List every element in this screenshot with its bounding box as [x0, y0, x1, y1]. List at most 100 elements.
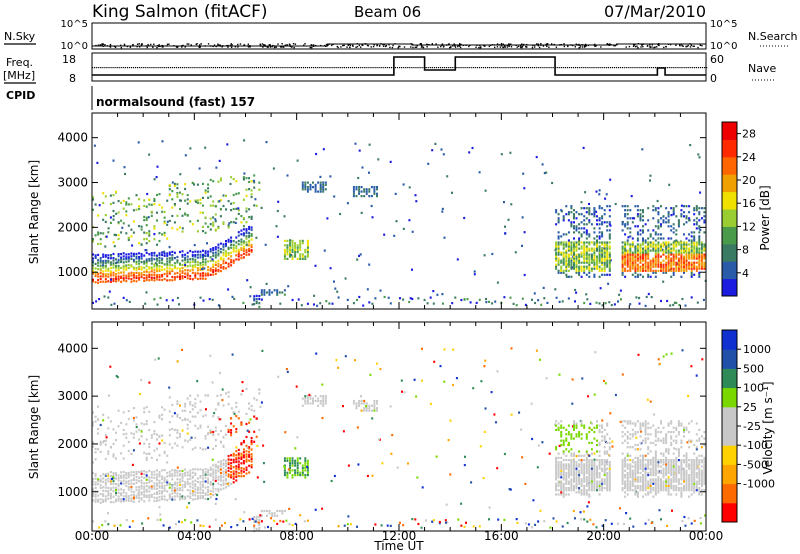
- power-cell: [636, 215, 639, 218]
- power-cell: [158, 265, 161, 268]
- velocity-cell: [256, 444, 259, 447]
- power-cell: [186, 251, 189, 254]
- power-cell: [107, 273, 110, 276]
- power-cell: [294, 253, 297, 256]
- power-cell: [685, 221, 688, 224]
- nave-point: [94, 67, 96, 69]
- power-cell: [654, 249, 657, 252]
- power-cell: [557, 237, 560, 240]
- power-cell: [92, 278, 94, 281]
- velocity-cell: [483, 365, 486, 368]
- power-cell: [122, 207, 125, 210]
- noise-point: [264, 44, 266, 46]
- power-cell: [240, 215, 243, 218]
- velocity-cell: [524, 482, 527, 485]
- velocity-cell: [283, 465, 286, 468]
- velocity-cell: [176, 413, 179, 416]
- power-cell: [670, 237, 673, 240]
- noise-point: [521, 45, 524, 48]
- nave-point: [493, 67, 495, 69]
- noise-point: [352, 45, 354, 47]
- power-cell: [158, 275, 161, 278]
- noise-point: [303, 44, 305, 46]
- power-cell: [578, 269, 581, 272]
- power-cell: [601, 233, 604, 236]
- noise-point: [114, 46, 117, 49]
- power-cell: [355, 195, 358, 198]
- power-cell: [138, 274, 141, 277]
- velocity-cell: [567, 471, 570, 475]
- power-cell: [698, 211, 701, 214]
- power-cell: [685, 243, 688, 246]
- power-colorbar-label: Power [dB]: [758, 185, 772, 250]
- velocity-cell: [156, 447, 158, 450]
- power-cell: [368, 301, 371, 304]
- noise-point: [348, 43, 351, 46]
- velocity-cell: [92, 461, 94, 464]
- power-cell: [120, 201, 123, 204]
- power-cell: [120, 258, 123, 261]
- velocity-cell: [222, 487, 225, 490]
- velocity-cell: [99, 498, 102, 501]
- power-cell: [598, 247, 601, 250]
- power-cell: [575, 261, 578, 264]
- velocity-cell: [565, 493, 568, 496]
- power-cell: [237, 251, 240, 254]
- velocity-cell: [232, 481, 235, 484]
- velocity-cell: [399, 521, 401, 524]
- power-cell: [148, 279, 151, 282]
- power-colorbar-tick-label: 28: [742, 128, 756, 141]
- noise-point: [532, 44, 534, 47]
- velocity-cell: [212, 473, 215, 476]
- power-cell: [173, 265, 176, 268]
- velocity-cell: [266, 509, 268, 513]
- velocity-cell: [188, 502, 191, 505]
- velocity-cell: [225, 468, 227, 471]
- power-cell: [604, 197, 607, 200]
- velocity-cell: [567, 482, 570, 485]
- velocity-cell: [560, 491, 563, 494]
- power-cell: [135, 252, 138, 255]
- power-cell: [698, 265, 701, 268]
- power-cell: [670, 247, 673, 250]
- power-cell: [672, 303, 675, 307]
- power-cell: [122, 271, 125, 274]
- velocity-cell: [575, 433, 578, 436]
- velocity-cell: [120, 494, 123, 497]
- power-cell: [173, 266, 176, 270]
- power-cell: [634, 257, 637, 260]
- velocity-cell: [324, 402, 327, 405]
- power-cell: [621, 263, 624, 266]
- noise-point: [686, 45, 688, 48]
- velocity-cell: [304, 457, 307, 460]
- nave-point: [286, 67, 288, 69]
- velocity-cell: [261, 349, 264, 352]
- nave-point: [640, 67, 642, 69]
- power-cell: [685, 257, 688, 260]
- velocity-cell: [94, 451, 97, 454]
- nave-point: [572, 67, 575, 69]
- power-cell: [621, 265, 624, 268]
- power-cell: [593, 227, 596, 230]
- velocity-cell: [433, 360, 436, 363]
- power-cell: [140, 268, 143, 271]
- velocity-cell: [109, 478, 112, 481]
- power-cell: [112, 279, 115, 283]
- power-cell: [219, 251, 222, 254]
- noise-point: [478, 46, 480, 49]
- power-cell: [246, 279, 249, 282]
- power-cell: [647, 237, 650, 240]
- power-cell: [127, 277, 130, 280]
- velocity-cell: [585, 461, 588, 464]
- power-cell: [212, 268, 215, 272]
- power-cell: [636, 205, 639, 208]
- power-cell: [156, 211, 158, 214]
- power-cell: [153, 198, 156, 201]
- velocity-cell: [232, 472, 235, 475]
- velocity-cell: [321, 416, 324, 420]
- velocity-cell: [240, 442, 243, 445]
- power-cell: [109, 203, 112, 206]
- noise-point: [422, 46, 425, 49]
- power-cell: [104, 261, 107, 264]
- power-cell: [368, 195, 371, 198]
